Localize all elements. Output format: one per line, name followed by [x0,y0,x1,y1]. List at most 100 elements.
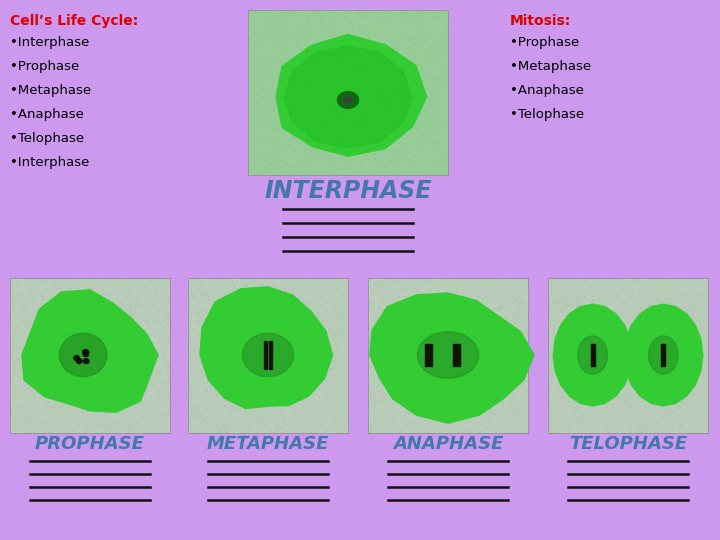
Point [32,386,43,395]
Point [658,429,670,437]
Point [400,60,411,69]
Point [102,343,114,352]
Point [678,329,689,338]
Point [12,323,24,332]
Point [37,336,49,345]
Point [11,427,22,435]
Point [211,379,222,388]
Point [369,326,381,335]
Point [464,286,475,295]
Point [364,30,375,38]
Point [554,274,566,282]
Point [372,342,384,350]
Point [654,278,665,286]
Point [415,32,426,40]
Point [314,167,325,176]
Point [241,346,253,355]
Point [310,44,322,53]
Point [675,375,686,384]
Point [184,415,195,423]
Point [266,73,278,82]
Point [295,324,307,333]
Point [392,72,403,80]
Point [369,56,381,65]
Point [245,45,256,53]
Point [189,300,200,309]
Point [325,81,337,90]
Point [224,300,235,308]
Point [576,408,588,416]
Point [330,89,342,98]
Point [293,28,305,37]
Point [446,379,458,387]
Point [66,284,78,293]
Point [143,380,155,389]
Point [420,134,431,143]
Point [349,154,361,163]
Point [383,397,395,406]
Point [625,421,636,430]
Point [485,274,496,283]
Point [621,393,632,401]
Point [439,21,451,29]
Point [272,289,284,298]
Point [230,369,242,377]
Point [249,147,261,156]
Point [219,346,230,354]
Point [89,320,101,328]
Point [248,294,260,303]
Point [248,416,260,425]
Point [393,71,405,79]
Point [423,123,435,131]
Point [661,300,672,309]
Point [568,276,580,285]
Point [381,89,392,97]
Point [652,350,664,359]
Point [260,317,271,326]
Point [48,356,59,364]
Point [667,347,678,356]
Point [401,82,413,90]
Point [501,394,513,402]
Point [547,363,559,372]
Point [633,425,644,434]
Point [433,329,444,338]
Point [40,365,52,374]
Point [240,429,251,437]
Point [358,145,369,154]
Point [153,323,165,332]
Point [305,403,317,412]
Point [600,418,612,427]
Point [389,22,400,31]
Point [87,342,99,350]
Point [160,412,171,421]
Point [582,410,593,418]
Point [277,320,289,328]
Point [48,348,60,356]
Point [384,426,395,435]
Point [30,282,41,291]
Point [335,140,346,149]
Point [264,121,276,130]
Point [374,419,386,428]
Point [202,298,214,306]
Point [443,366,454,375]
Point [413,145,425,154]
Point [544,339,555,348]
Point [398,113,410,122]
Point [12,345,23,354]
Point [100,356,112,364]
Point [392,403,403,411]
Point [369,159,381,167]
Point [302,339,314,347]
Point [498,366,509,375]
Point [631,326,643,335]
Point [620,422,631,431]
Point [408,362,420,370]
Point [642,406,654,415]
Point [265,122,276,131]
Point [377,52,388,61]
Point [217,293,228,302]
Point [138,347,149,355]
Point [6,335,18,344]
